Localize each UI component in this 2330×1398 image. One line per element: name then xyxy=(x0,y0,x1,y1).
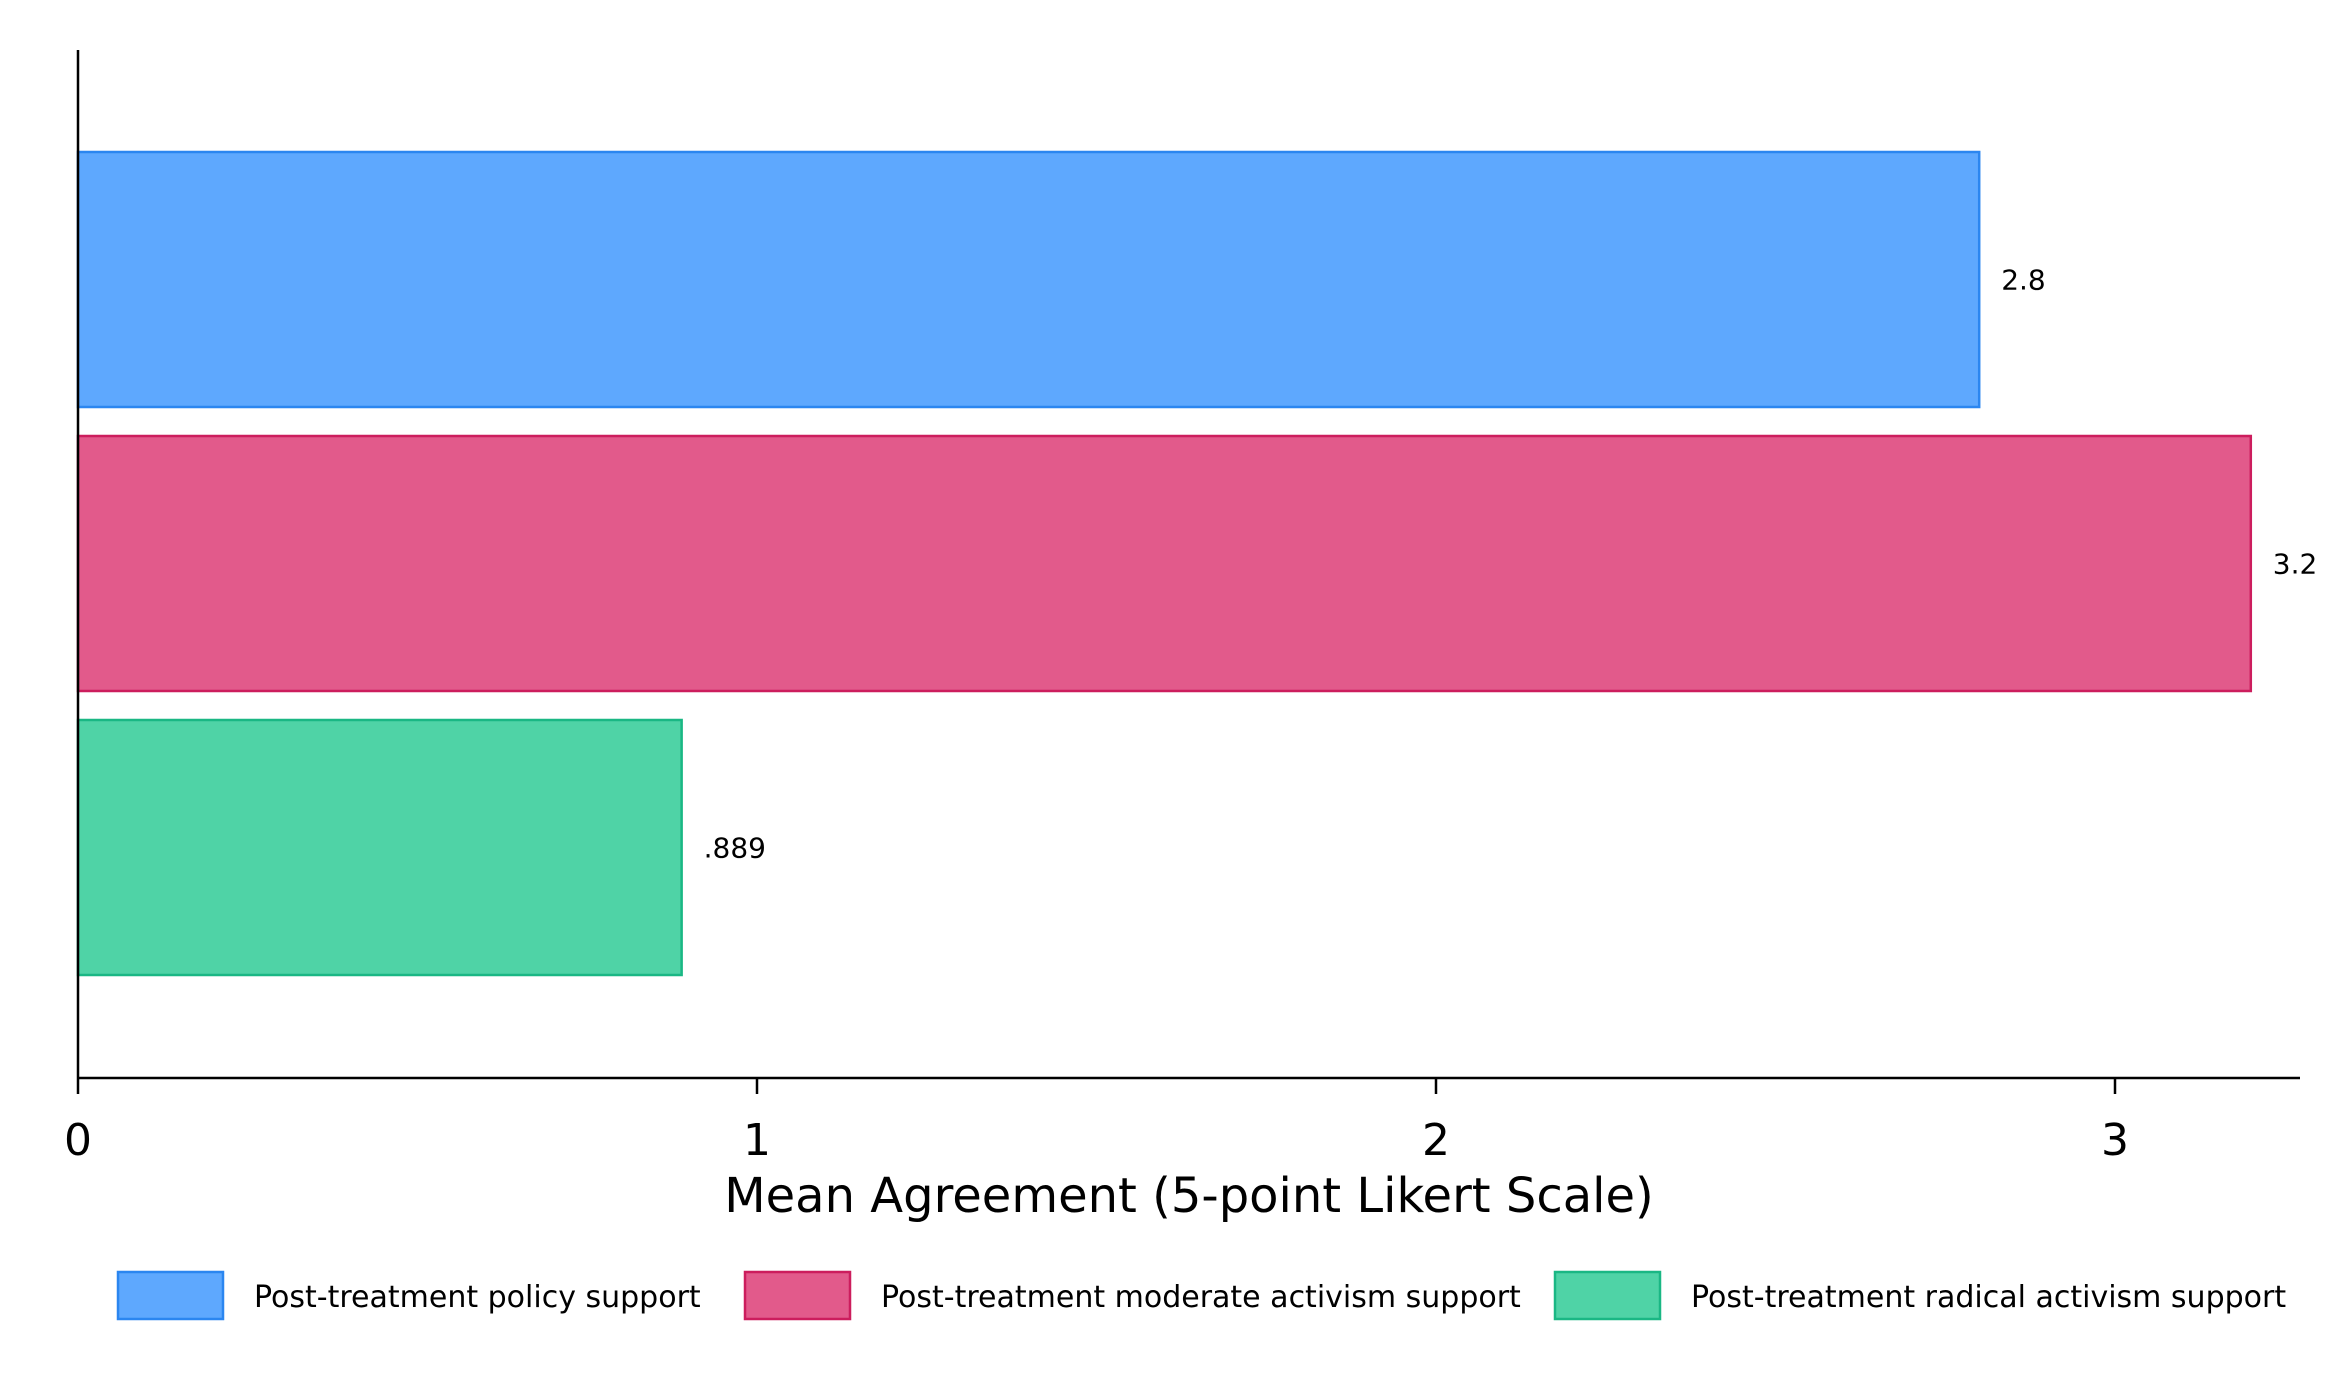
x-tick-label-2: 2 xyxy=(1422,1115,1450,1166)
x-ticks-group: 0 1 2 3 xyxy=(64,1078,2129,1166)
legend-swatch-3 xyxy=(1553,1270,1662,1321)
legend-label-1: Post-treatment policy support xyxy=(254,1280,701,1315)
bar-3 xyxy=(76,718,683,977)
x-axis-title: Mean Agreement (5-point Likert Scale) xyxy=(724,1168,1654,1224)
bar-2 xyxy=(76,434,2253,693)
axes-group xyxy=(76,50,2300,1080)
bars-group xyxy=(76,150,2253,977)
data-label-1: 2.8 xyxy=(2001,264,2046,297)
x-tick-label-0: 0 xyxy=(64,1115,92,1166)
legend-label-3: Post-treatment radical activism support xyxy=(1691,1280,2286,1315)
legend-swatch-2 xyxy=(743,1270,852,1321)
data-labels-group: 2.8 3.2 .889 xyxy=(704,264,2318,865)
bar-1 xyxy=(76,150,1981,409)
x-tick-label-3: 3 xyxy=(2101,1115,2129,1166)
legend-swatch-1 xyxy=(116,1270,225,1321)
data-label-2: 3.2 xyxy=(2273,548,2318,581)
data-label-3: .889 xyxy=(704,832,766,865)
legend: Post-treatment policy support Post-treatm… xyxy=(116,1270,2286,1321)
x-tick-label-1: 1 xyxy=(743,1115,771,1166)
legend-label-2: Post-treatment moderate activism support xyxy=(881,1280,1521,1315)
